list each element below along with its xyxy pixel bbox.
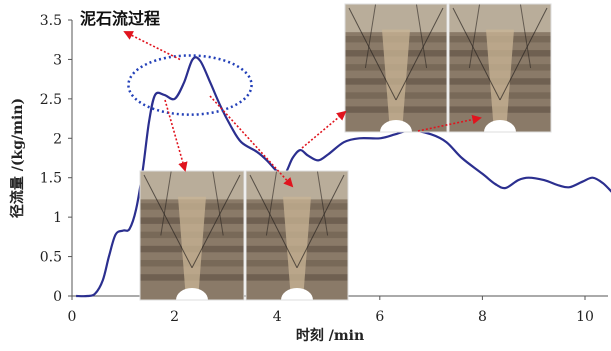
runoff-data-point	[343, 142, 344, 143]
x-tick-label: 0	[68, 309, 77, 325]
annotation-arrow	[417, 114, 482, 132]
runoff-data-point	[518, 179, 519, 180]
y-tick-label: 3	[53, 52, 62, 68]
annotation-arrow	[209, 95, 294, 188]
runoff-data-point	[582, 181, 583, 182]
runoff-data-point	[136, 209, 137, 210]
runoff-data-point	[148, 122, 149, 123]
annotation-arrow	[164, 99, 188, 172]
runoff-data-point	[256, 151, 257, 152]
y-tick-label: 2	[53, 131, 62, 147]
x-tick-label: 4	[273, 309, 282, 325]
runoff-data-point	[241, 142, 242, 143]
y-tick-label: 2.5	[40, 92, 62, 108]
annotation-arrow	[301, 110, 347, 149]
runoff-data-point	[200, 60, 201, 61]
runoff-data-point	[431, 134, 432, 135]
runoff-data-point	[318, 160, 319, 161]
runoff-data-point	[292, 157, 293, 158]
x-tick-label: 2	[170, 309, 179, 325]
debris-flow-highlight-ellipse	[127, 54, 253, 116]
runoff-data-point	[210, 82, 211, 83]
runoff-data-point	[569, 187, 570, 188]
photo-peak-left	[139, 170, 245, 301]
photo-peak-right	[245, 170, 349, 301]
runoff-data-point	[192, 59, 193, 60]
runoff-data-point	[300, 150, 301, 151]
x-tick-label: 6	[375, 309, 384, 325]
runoff-data-point	[359, 138, 360, 139]
debris-flow-annotation-label: 泥石流过程	[80, 9, 160, 28]
runoff-data-point	[482, 173, 483, 174]
runoff-data-point	[183, 82, 184, 83]
runoff-data-point	[395, 134, 396, 135]
runoff-data-point	[102, 280, 103, 281]
photo-late-left	[344, 3, 448, 133]
runoff-data-point	[108, 256, 109, 257]
runoff-data-point	[528, 177, 529, 178]
x-tick-label: 10	[576, 309, 594, 325]
runoff-data-point	[155, 94, 156, 95]
runoff-data-point	[129, 228, 130, 229]
runoff-data-point	[505, 187, 506, 188]
runoff-series-line	[76, 56, 611, 298]
y-tick-label: 1	[53, 210, 62, 226]
annotation-arrow	[123, 31, 181, 61]
y-axis-title: 径流量 /(kg/min)	[9, 98, 26, 218]
runoff-data-point	[115, 234, 116, 235]
y-tick-label: 0	[53, 289, 62, 305]
x-tick-label: 8	[478, 309, 487, 325]
runoff-data-point	[543, 179, 544, 180]
runoff-data-point	[94, 293, 95, 294]
y-tick-label: 3.5	[40, 13, 62, 29]
y-tick-label: 0.5	[40, 250, 62, 266]
runoff-data-point	[461, 157, 462, 158]
runoff-data-point	[220, 106, 221, 107]
runoff-data-point	[123, 230, 124, 231]
y-tick-label: 1.5	[40, 171, 62, 187]
runoff-data-point	[174, 98, 175, 99]
runoff-data-point	[495, 183, 496, 184]
runoff-data-point	[76, 295, 77, 296]
runoff-data-point	[446, 142, 447, 143]
runoff-data-point	[328, 153, 329, 154]
runoff-data-point	[602, 183, 603, 184]
runoff-data-point	[142, 169, 143, 170]
runoff-data-point	[307, 155, 308, 156]
x-axis-title: 时刻 /min	[296, 327, 364, 344]
runoff-data-point	[592, 177, 593, 178]
runoff-data-point	[379, 138, 380, 139]
runoff-data-point	[164, 94, 165, 95]
photo-late-right	[448, 3, 552, 133]
runoff-data-point	[559, 185, 560, 186]
runoff-data-point	[87, 295, 88, 296]
runoff-data-point	[230, 126, 231, 127]
